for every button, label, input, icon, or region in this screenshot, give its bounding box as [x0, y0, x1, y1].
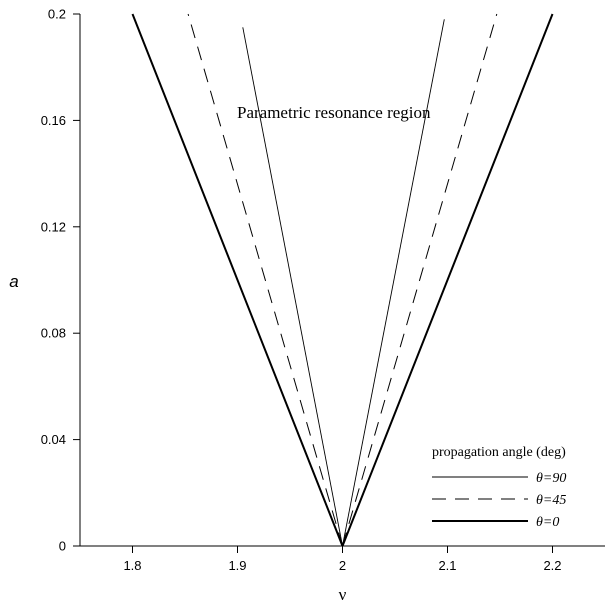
- legend-title: propagation angle (deg): [432, 445, 566, 460]
- y-tick-label: 0.16: [41, 113, 66, 128]
- axes: 0 0.04 0.08 0.12 0.16 0.2 1.8 1.9 2 2.1 2.2: [41, 7, 605, 573]
- x-tick-label: 1.8: [123, 558, 141, 573]
- series-layer: [131, 13, 554, 547]
- region-annotation: Parametric resonance region: [237, 103, 431, 122]
- y-tick-label: 0: [59, 539, 66, 554]
- legend-label: θ=0: [536, 515, 559, 530]
- series-line-0-right: [342, 19, 445, 547]
- y-tick-label: 0.2: [48, 7, 66, 22]
- legend: propagation angle (deg) θ=90 θ=45 θ=0: [432, 445, 566, 530]
- series-line-1-left: [187, 13, 343, 547]
- x-tick-label: 1.9: [228, 558, 246, 573]
- x-tick-label: 2.1: [438, 558, 456, 573]
- series-line-2-right: [341, 13, 554, 547]
- y-axis-label: a: [9, 272, 18, 291]
- x-axis-label: ν: [339, 585, 347, 604]
- series-line-2-left: [131, 13, 344, 547]
- y-tick-label: 0.04: [41, 432, 66, 447]
- series-line-0-left: [242, 27, 343, 547]
- legend-label: θ=45: [536, 493, 566, 508]
- x-tick-label: 2.2: [543, 558, 561, 573]
- series-line-1-right: [342, 13, 498, 547]
- y-tick-label: 0.12: [41, 219, 66, 234]
- x-tick-label: 2: [339, 558, 346, 573]
- y-tick-label: 0.08: [41, 326, 66, 341]
- legend-label: θ=90: [536, 471, 566, 486]
